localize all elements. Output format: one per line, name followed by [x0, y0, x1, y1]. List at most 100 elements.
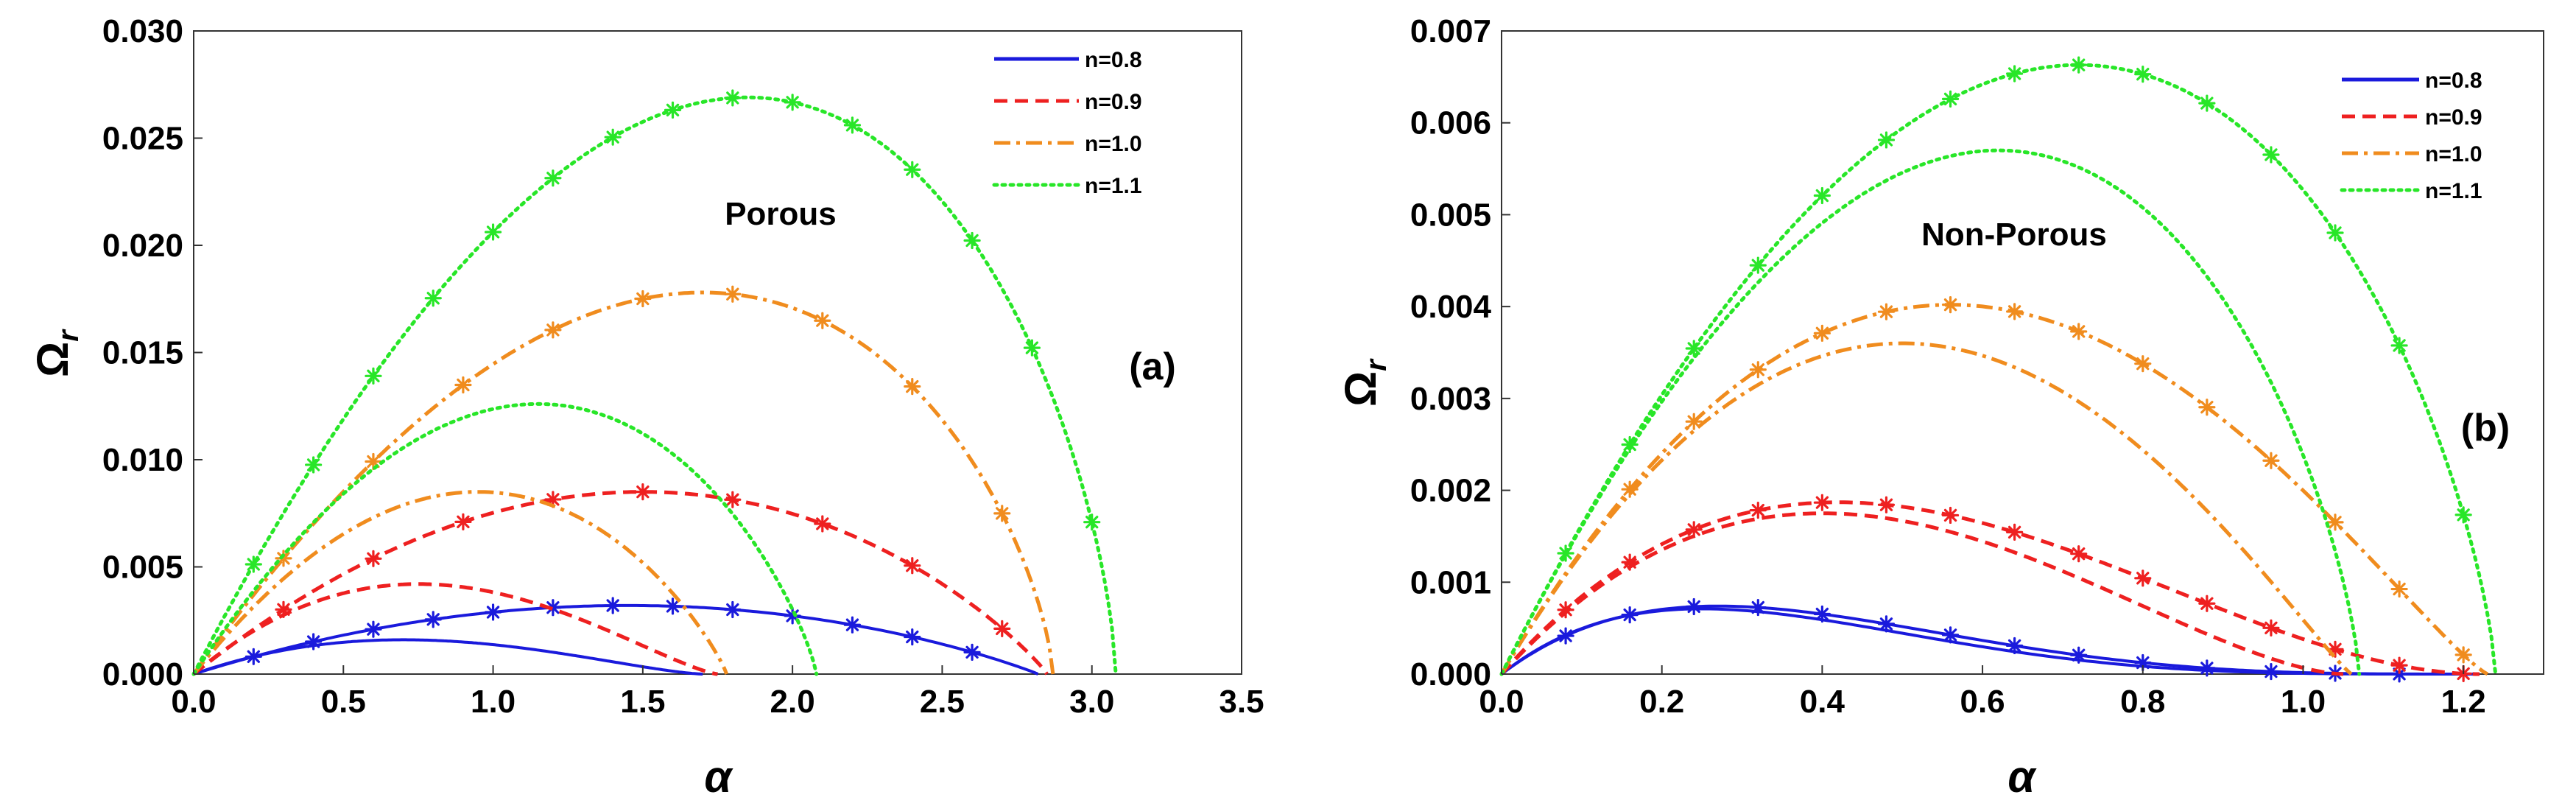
- data-point-marker: [1749, 502, 1767, 519]
- data-point-marker: [2006, 523, 2024, 541]
- data-point-marker: [724, 491, 742, 508]
- axes-b: 0.0 0.2 0.4 0.6 0.8 1.0 1.2 0.000 0.001 0.002 0.00…: [1410, 13, 2486, 720]
- y-tick-label: 0.005: [102, 550, 183, 586]
- data-point-marker: [604, 128, 622, 146]
- data-point-marker: [2134, 569, 2152, 587]
- y-tick-label: 0.030: [102, 13, 183, 49]
- series-line-n10-5: [1499, 303, 2489, 676]
- series-line-n10-4: [192, 490, 729, 676]
- plot-frame-b: [1501, 30, 2544, 675]
- data-point-marker: [1877, 303, 1896, 320]
- data-point-marker: [904, 628, 921, 646]
- data-point-marker: [1749, 361, 1767, 379]
- y-tick-label: 0.002: [1410, 473, 1491, 509]
- data-point-marker: [2198, 595, 2216, 612]
- y-axis-title-main-b: Ω: [1336, 371, 1385, 407]
- data-point-marker: [2006, 65, 2024, 83]
- legend-b: n=0.8 n=0.9 n=1.0 n=1.1: [2340, 69, 2482, 203]
- legend-label: n=0.8: [2425, 69, 2482, 93]
- data-point-marker: [1023, 339, 1041, 357]
- y-tick-label: 0.003: [1410, 381, 1491, 417]
- data-point-marker: [365, 620, 382, 638]
- data-point-marker: [2070, 545, 2088, 563]
- y-tick-label: 0.000: [1410, 656, 1491, 692]
- data-point-marker: [904, 161, 921, 178]
- data-point-marker: [1685, 521, 1703, 539]
- x-tick-label: 0.0: [1479, 684, 1524, 720]
- data-point-marker: [454, 513, 472, 530]
- chart-panel-a: 0.0 0.5 1.0 1.5 2.0 2.5 3.0 3.5 0.000 0.005 0.010 0…: [28, 13, 1264, 802]
- legend-item: n=0.8: [2342, 69, 2482, 93]
- data-point-marker: [963, 643, 981, 661]
- data-point-marker: [2070, 56, 2088, 74]
- data-point-marker: [1941, 296, 1960, 314]
- y-tick-label: 0.005: [1410, 197, 1491, 233]
- data-point-marker: [724, 285, 742, 303]
- data-point-marker: [963, 231, 981, 250]
- data-point-marker: [484, 603, 502, 621]
- y-tick-label: 0.000: [102, 656, 183, 692]
- data-point-marker: [2454, 506, 2472, 524]
- data-point-marker: [2006, 637, 2024, 655]
- data-point-marker: [2070, 323, 2088, 340]
- series-layer-a: [191, 89, 1118, 676]
- data-point-marker: [365, 550, 382, 567]
- data-point-marker: [544, 169, 562, 187]
- y-tick-label: 0.010: [102, 442, 183, 478]
- data-point-marker: [2326, 224, 2344, 242]
- y-axis-title-sub-a: r: [52, 329, 85, 342]
- legend-item: n=1.0: [994, 132, 1142, 156]
- series-line-n09-3: [1500, 500, 2480, 676]
- data-point-marker: [2390, 656, 2408, 674]
- data-point-marker: [424, 611, 442, 628]
- data-point-marker: [1813, 324, 1831, 342]
- x-tick-label: 0.8: [2120, 684, 2165, 720]
- series-line-n08-1: [1500, 604, 2480, 676]
- panel-label-b: (b): [2461, 407, 2510, 449]
- y-tick-label: 0.006: [1410, 105, 1491, 141]
- series-line-n11-6: [1499, 148, 2362, 676]
- series-line-n10-5: [191, 290, 1055, 676]
- series-line-n11-6: [191, 402, 819, 676]
- legend-item: n=1.1: [992, 174, 1142, 198]
- data-point-marker: [2262, 452, 2280, 469]
- x-tick-label: 3.5: [1219, 684, 1264, 720]
- data-point-marker: [814, 312, 831, 329]
- data-point-marker: [993, 505, 1011, 522]
- data-point-marker: [814, 515, 831, 533]
- data-point-marker: [275, 600, 292, 618]
- data-point-marker: [993, 620, 1011, 637]
- data-point-marker: [904, 557, 921, 575]
- data-point-marker: [1621, 480, 1639, 498]
- data-point-marker: [2390, 337, 2408, 354]
- panel-label-a: (a): [1129, 346, 1176, 388]
- y-tick-label: 0.007: [1410, 13, 1491, 49]
- data-point-marker: [1685, 340, 1703, 357]
- data-point-marker: [1557, 627, 1574, 645]
- data-point-marker: [1813, 494, 1831, 511]
- data-point-marker: [634, 290, 652, 308]
- data-point-marker: [1083, 513, 1101, 531]
- x-axis-title-a: α: [704, 752, 733, 802]
- x-tick-label: 1.5: [620, 684, 665, 720]
- data-point-marker: [2198, 399, 2216, 416]
- data-point-marker: [1941, 506, 1960, 525]
- data-point-marker: [484, 223, 502, 241]
- data-point-marker: [1685, 597, 1703, 616]
- y-tick-label: 0.001: [1410, 564, 1491, 600]
- data-point-marker: [2326, 513, 2344, 531]
- data-point-marker: [244, 648, 262, 665]
- data-point-marker: [2070, 646, 2088, 664]
- y-axis-title-main-a: Ω: [28, 342, 77, 377]
- data-point-marker: [1557, 601, 1574, 619]
- series-line-n11-7: [191, 95, 1118, 676]
- data-point-marker: [2454, 646, 2472, 664]
- x-tick-label: 1.2: [2441, 684, 2486, 720]
- x-axis-title-b: α: [2007, 752, 2037, 802]
- x-tick-label: 3.0: [1069, 684, 1114, 720]
- series-line-n09-2: [1500, 511, 2344, 676]
- data-point-marker: [2390, 580, 2408, 598]
- data-point-marker: [1621, 553, 1639, 571]
- series-line-n11-7: [1499, 63, 2498, 676]
- legend-item: n=0.9: [994, 90, 1142, 114]
